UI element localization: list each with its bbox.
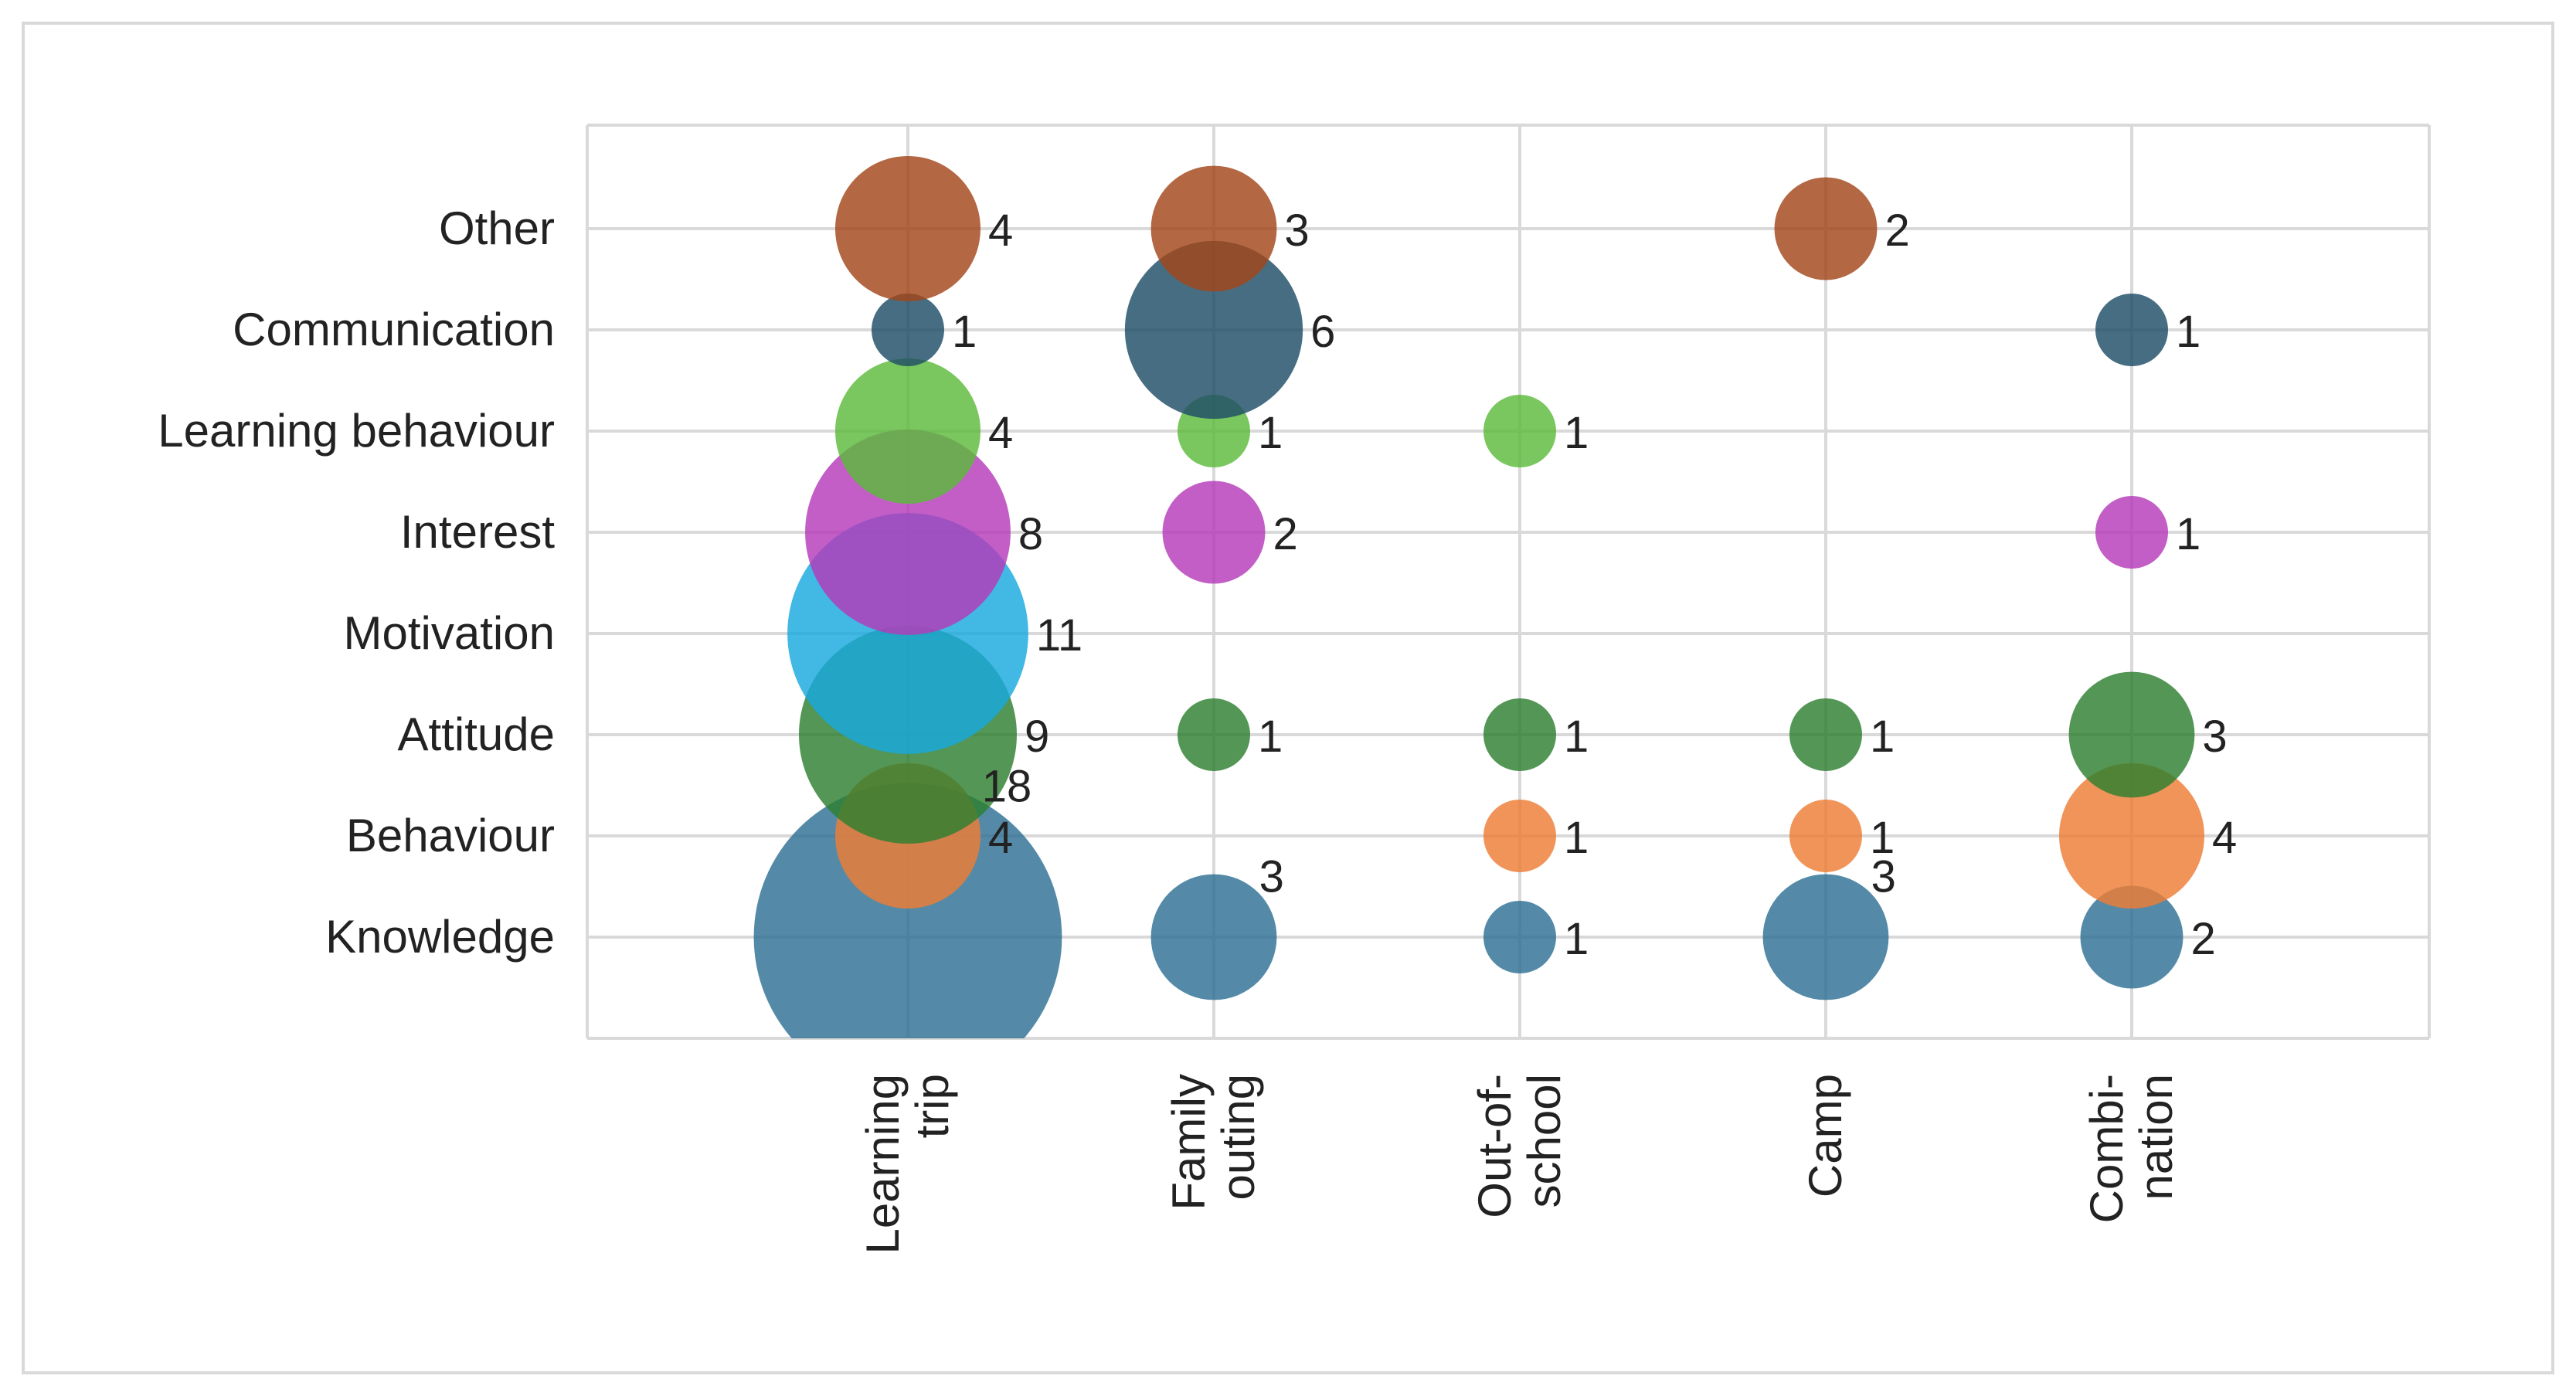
data-label: 1 (1258, 712, 1283, 762)
bubble-attitude-4 (1789, 698, 1862, 771)
x-tick-label: Combi- (2081, 1074, 2133, 1223)
y-tick-label: Interest (400, 506, 555, 558)
data-label: 8 (1018, 509, 1043, 559)
bubble-attitude-3 (1483, 698, 1556, 771)
bubble-communication-2 (1124, 240, 1303, 419)
data-label: 1 (1564, 712, 1589, 762)
bubble-communication-5 (2095, 294, 2168, 366)
data-label: 1 (1564, 914, 1589, 964)
data-label: 1 (1258, 408, 1283, 458)
bubble-interest-5 (2095, 496, 2168, 569)
data-label: 2 (1884, 205, 1909, 256)
x-tick-label: trip (906, 1074, 958, 1138)
data-label: 1 (2176, 509, 2200, 559)
bubble-learning-behaviour-1 (835, 358, 980, 504)
y-tick-label: Behaviour (346, 810, 555, 861)
bubble-interest-2 (1162, 481, 1266, 584)
bubble-learning-behaviour-3 (1483, 395, 1556, 467)
data-label: 2 (2190, 914, 2215, 964)
bubble-other-1 (835, 156, 980, 301)
bubble-knowledge-1 (753, 783, 1062, 1038)
data-label: 1 (1870, 813, 1895, 863)
x-tick-label: Out-of- (1469, 1074, 1521, 1218)
x-tick-label: nation (2130, 1074, 2182, 1200)
y-tick-label: Communication (233, 304, 555, 355)
bubble-other-2 (1150, 165, 1277, 292)
data-label: 3 (1871, 851, 1896, 902)
x-tick-label: Family (1163, 1074, 1215, 1211)
data-label: 6 (1310, 307, 1335, 357)
bubble-attitude-5 (2068, 671, 2195, 798)
data-label: 9 (1025, 712, 1049, 762)
x-tick-label: Camp (1799, 1074, 1851, 1197)
data-label: 1 (1564, 408, 1589, 458)
data-label: 1 (2176, 307, 2200, 357)
bubbles (753, 156, 2204, 1038)
bubble-communication-1 (872, 294, 944, 366)
bubble-knowledge-4 (1762, 874, 1889, 1000)
bubble-knowledge-3 (1483, 901, 1556, 973)
data-label: 4 (988, 813, 1013, 863)
y-tick-label: Other (439, 202, 555, 254)
bubble-attitude-2 (1178, 698, 1250, 771)
y-tick-label: Motivation (344, 607, 555, 659)
y-tick-label: Knowledge (325, 911, 555, 963)
bubble-knowledge-2 (1150, 874, 1277, 1000)
bubble-behaviour-3 (1483, 800, 1556, 872)
x-tick-label: school (1518, 1074, 1570, 1207)
bubble-behaviour-5 (2059, 763, 2204, 909)
data-label: 1 (952, 307, 977, 357)
bubble-knowledge-5 (2080, 885, 2183, 989)
bubble-behaviour-4 (1789, 800, 1862, 872)
y-tick-label: Attitude (398, 708, 555, 760)
data-label: 4 (2212, 813, 2237, 863)
x-tick-label: outing (1212, 1074, 1264, 1200)
data-label: 3 (2202, 712, 2227, 762)
y-axis-labels: Knowledge Behaviour Attitude Motivation Inte… (158, 202, 555, 963)
data-label: 2 (1273, 509, 1297, 559)
data-label: 4 (988, 408, 1013, 458)
x-tick-label: Learning (857, 1074, 909, 1255)
data-label: 3 (1284, 205, 1309, 256)
data-label: 18 (982, 762, 1032, 812)
data-label: 1 (1870, 712, 1895, 762)
data-label: 4 (988, 205, 1013, 256)
data-label: 1 (1564, 813, 1589, 863)
chart-frame: 18 3 1 3 2 4 1 1 4 9 1 1 1 3 11 8 2 1 4 1 1 1 6 1 4 3 2 Knowledge B… (22, 22, 2554, 1374)
y-tick-label: Learning behaviour (158, 405, 555, 457)
data-label: 11 (1036, 610, 1082, 661)
bubble-other-4 (1774, 177, 1878, 280)
data-label: 3 (1259, 851, 1284, 902)
